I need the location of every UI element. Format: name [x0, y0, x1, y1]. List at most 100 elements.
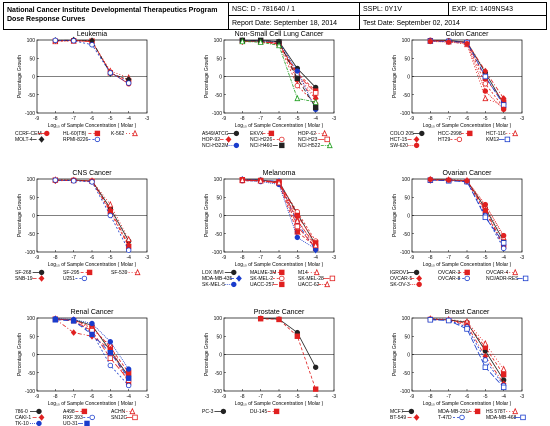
legend-label: CCRF-CEM	[15, 131, 42, 137]
x-tick-label: -4	[501, 394, 506, 400]
legend-marker	[129, 407, 136, 415]
chart-panel: Renal Cancer -100 -50 0 50 100 -9 -8 -7 -6 -5 -4 -3 P…	[15, 309, 149, 426]
legend-label: DU-145	[250, 409, 267, 415]
data-point	[482, 94, 489, 102]
y-tick-label: 0	[32, 353, 35, 359]
y-tick-label: -100	[25, 111, 35, 117]
legend-label: NCI-H522	[298, 143, 320, 149]
legend-marker	[94, 130, 101, 137]
x-tick-label: -3	[332, 394, 337, 400]
data-point	[312, 386, 319, 392]
x-tick-label: -6	[90, 116, 95, 122]
legend-label: RXF 393	[63, 415, 83, 421]
legend-marker	[279, 275, 285, 282]
data-point	[445, 177, 452, 183]
x-tick-label: -4	[313, 394, 318, 400]
legend-label: UACC-257	[250, 282, 274, 288]
data-point	[427, 38, 434, 45]
data-point	[294, 229, 301, 235]
series-line	[242, 179, 317, 245]
data-point	[107, 339, 114, 345]
legend-label: MDA-MB-231/	[438, 409, 470, 415]
y-axis-label: Percentage Growth	[204, 194, 210, 237]
data-point	[52, 317, 59, 323]
legend-label: NCI/ADR-RES	[486, 276, 519, 282]
legend-label: K-562	[111, 131, 125, 137]
legend-label: SK-OV-3	[390, 282, 410, 288]
x-tick-label: -5	[483, 116, 488, 122]
legend-marker	[326, 141, 333, 149]
legend-label: OVCAR-8	[438, 276, 460, 282]
exp-id-label: EXP. ID: 1409NS43	[452, 6, 513, 13]
legend-label: MOLT-4	[15, 137, 33, 143]
data-point	[257, 177, 264, 184]
data-point	[482, 201, 489, 208]
legend-marker	[512, 407, 519, 415]
legend-marker	[44, 130, 50, 137]
series-line	[430, 39, 505, 105]
legend-marker	[474, 408, 481, 415]
x-tick-label: -9	[410, 255, 415, 261]
x-tick-label: -6	[90, 394, 95, 400]
chart-panel: Colon Cancer -100 -50 0 50 100 -9 -8 -7 -6 -5 -4 -3 P…	[390, 31, 524, 149]
y-tick-label: -50	[403, 232, 410, 238]
chart-title: Renal Cancer	[71, 309, 114, 316]
x-tick-label: -4	[313, 255, 318, 261]
data-point	[445, 317, 452, 324]
data-point	[89, 331, 95, 338]
legend-label: HL-60(TB)	[63, 131, 87, 137]
y-tick-label: 0	[407, 353, 410, 359]
y-tick-label: 100	[214, 38, 223, 44]
chart-title: Non-Small Cell Lung Cancer	[235, 31, 324, 38]
legend-marker	[459, 414, 465, 421]
y-tick-label: 100	[402, 177, 411, 183]
legend-marker	[413, 269, 420, 276]
x-axis-label: Log₁₀ of Sample Concentration ( Molar )	[235, 401, 324, 407]
org-title-line1: National Cancer Institute Developmental …	[7, 7, 218, 14]
data-point	[70, 38, 77, 44]
data-point	[500, 365, 507, 372]
x-tick-label: -4	[126, 255, 131, 261]
y-axis-label: Percentage Growth	[17, 194, 23, 237]
data-point	[125, 375, 132, 381]
x-tick-label: -7	[446, 116, 451, 122]
data-point	[294, 333, 301, 339]
legend-marker	[36, 408, 42, 415]
y-tick-label: -100	[25, 389, 35, 395]
data-point	[482, 67, 489, 75]
data-point	[70, 318, 77, 324]
series-line	[55, 179, 130, 242]
y-tick-label: 100	[214, 316, 223, 322]
x-tick-label: -9	[410, 394, 415, 400]
legend-marker	[279, 136, 285, 143]
legend-label: MDA-MB-435	[202, 276, 233, 282]
data-point	[276, 316, 282, 323]
legend-label: NCI-H23	[298, 137, 318, 143]
x-tick-label: -4	[313, 116, 318, 122]
series-line	[55, 179, 130, 240]
test-date-label: Test Date: September 02, 2014	[363, 20, 460, 27]
series-line	[242, 180, 316, 247]
data-point	[125, 80, 132, 86]
legend-label: SF-295	[63, 270, 80, 276]
series-line	[260, 318, 317, 390]
legend-marker	[38, 136, 45, 143]
legend-marker	[321, 129, 328, 137]
x-tick-label: -7	[71, 255, 76, 261]
y-tick-label: -50	[215, 232, 222, 238]
legend-label: HOP-92	[202, 137, 220, 143]
chart-title: Breast Cancer	[445, 309, 490, 316]
legend-marker	[456, 136, 463, 143]
data-point	[107, 349, 114, 356]
legend-label: HT29	[438, 137, 450, 143]
legend-label: A549/ATCC	[202, 131, 229, 137]
legend-label: LOX IMVI	[202, 270, 224, 276]
x-tick-label: -6	[90, 255, 95, 261]
legend-label: IGROV1	[390, 270, 409, 276]
series-line	[55, 318, 129, 370]
report-date-label: Report Date: September 18, 2014	[232, 20, 338, 27]
series-line	[430, 179, 505, 247]
legend-label: HCT-15	[390, 137, 407, 143]
y-tick-label: 0	[219, 214, 222, 220]
series-line	[242, 40, 316, 92]
